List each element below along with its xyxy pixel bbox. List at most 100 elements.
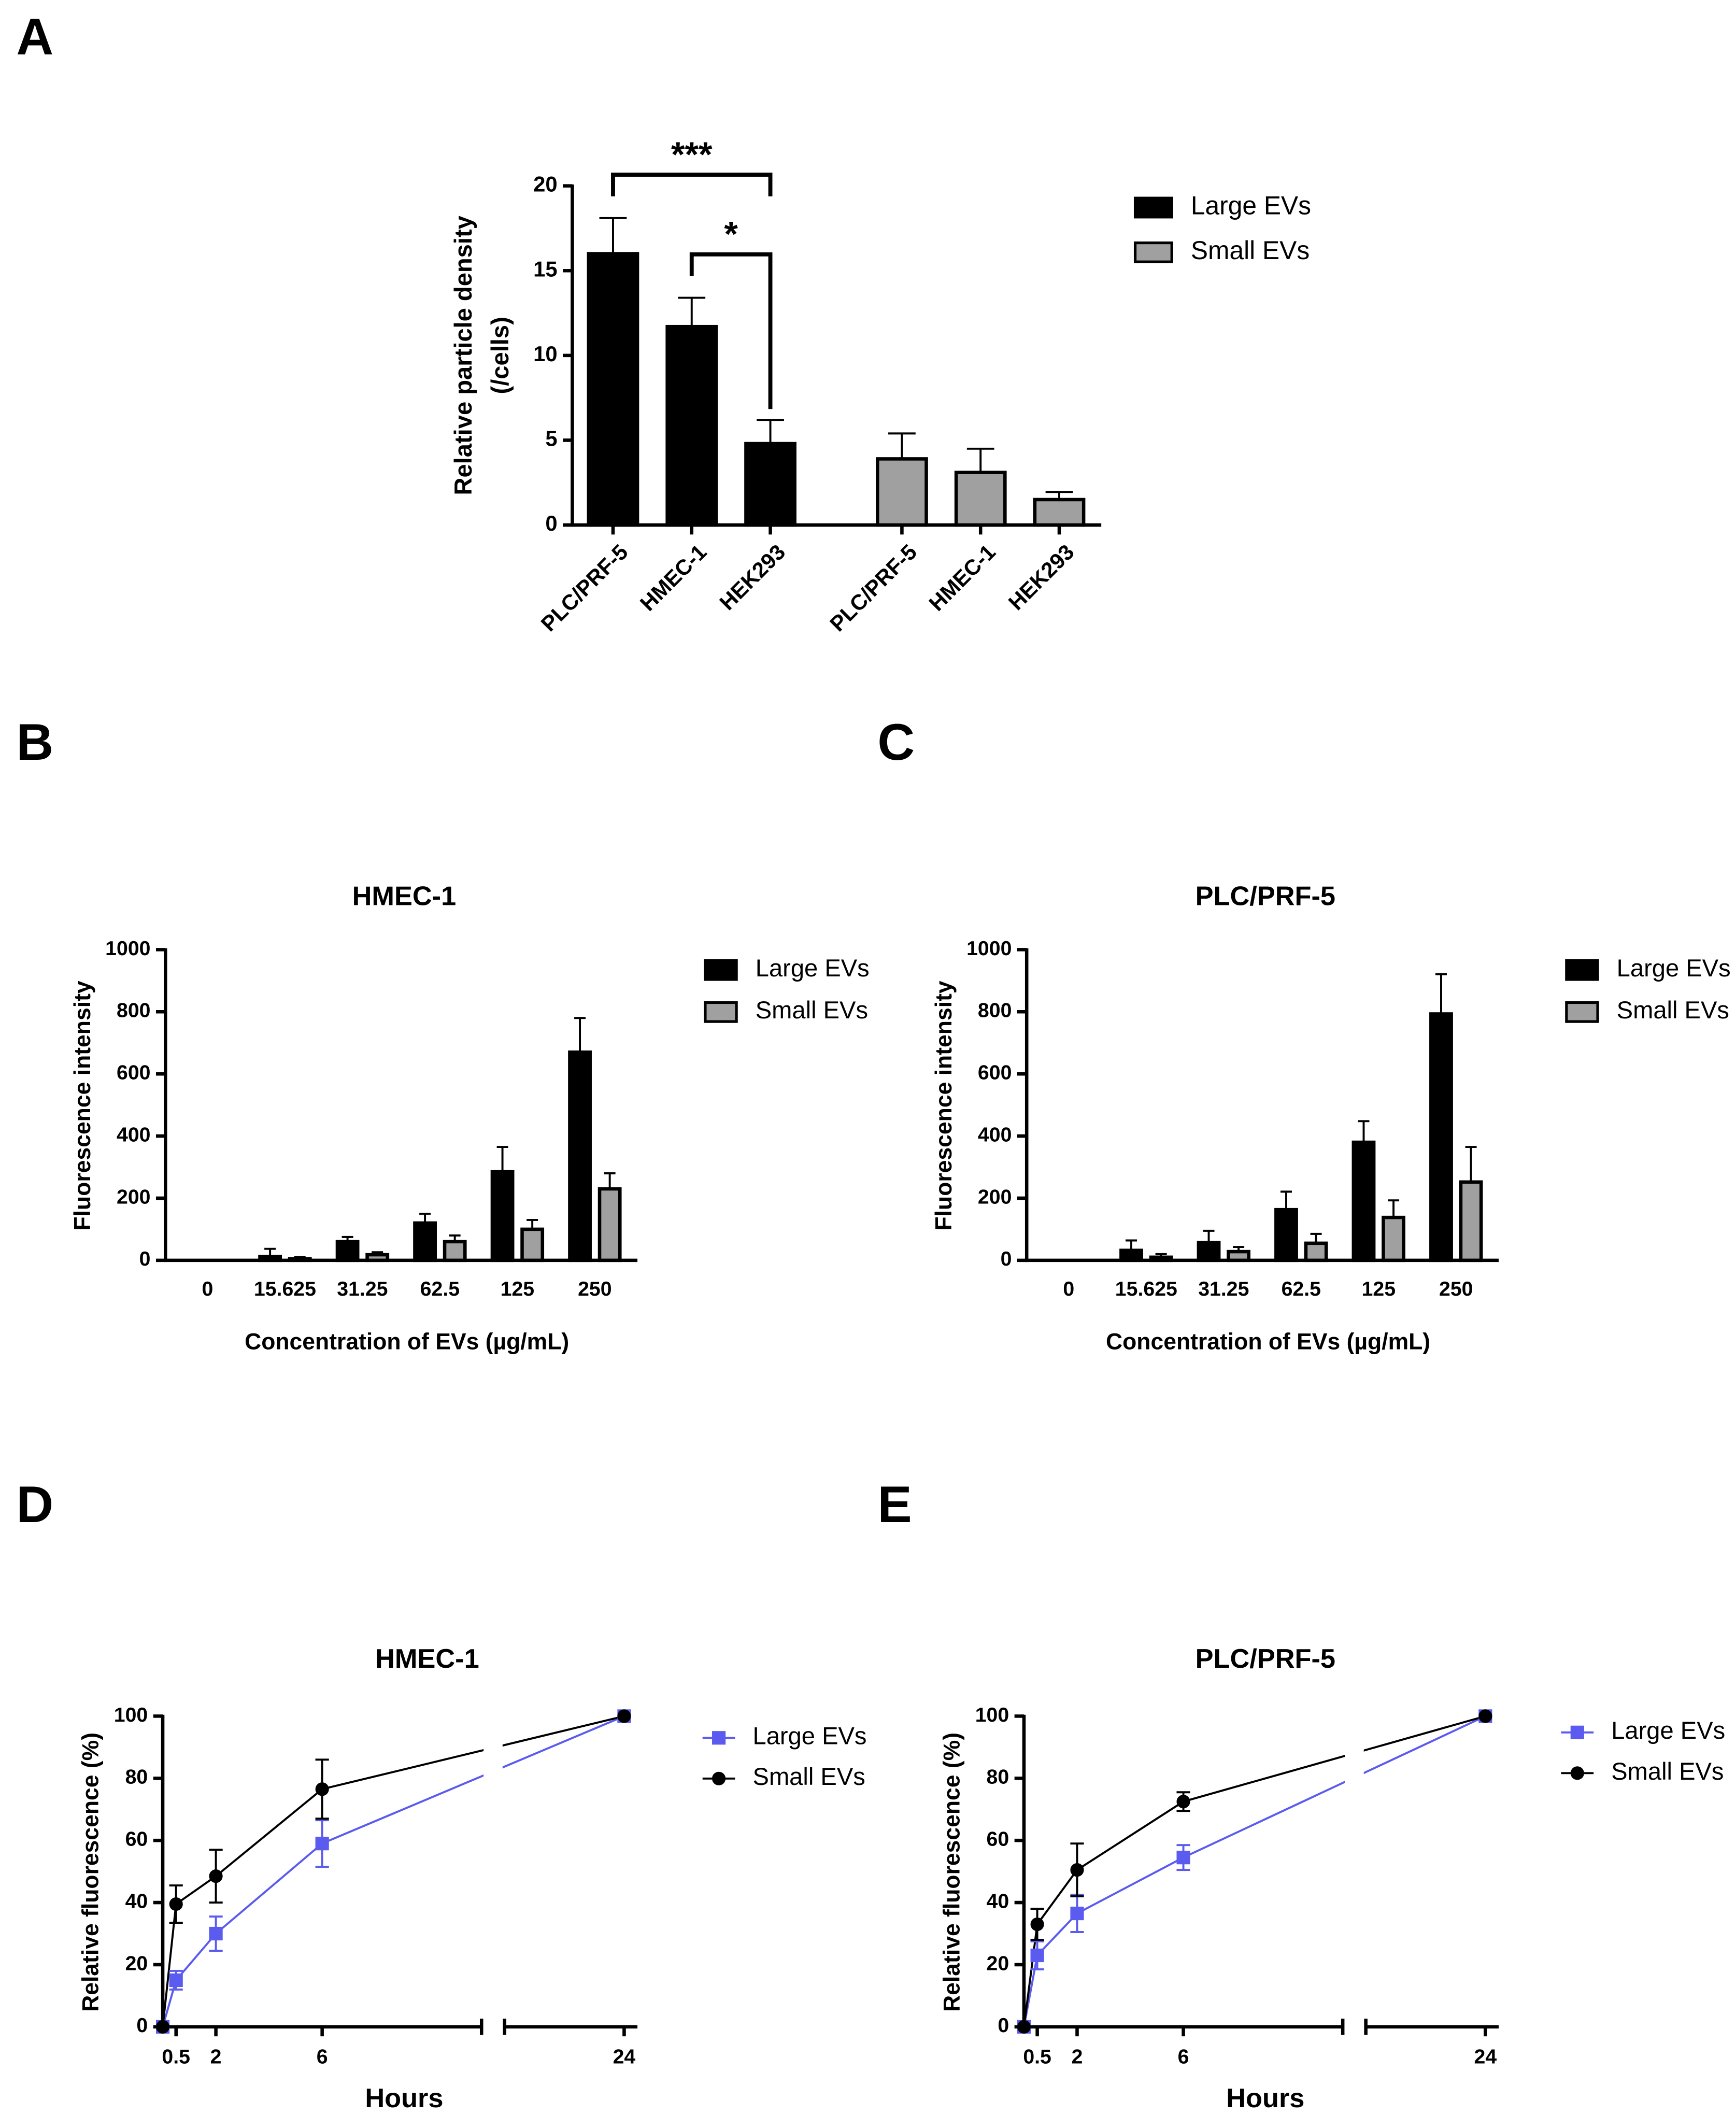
x-tick-label: 6: [317, 2045, 328, 2068]
significance-bracket: [611, 173, 773, 196]
panel-label: C: [877, 714, 915, 771]
marker: [1478, 1709, 1492, 1723]
y-tick-label: 400: [117, 1123, 150, 1146]
y-tick-label: 1000: [966, 937, 1012, 960]
y-tick-label: 40: [125, 1890, 148, 1912]
legend-label: Small EVs: [1617, 996, 1729, 1024]
y-tick-label: 100: [975, 1704, 1009, 1726]
y-tick-label: 200: [117, 1185, 150, 1208]
legend-swatch: [704, 959, 738, 981]
panel-label: B: [16, 714, 53, 771]
series-line: [162, 1715, 625, 2027]
y-tick-label: 20: [533, 172, 558, 196]
x-tick-label: HEK293: [715, 540, 790, 615]
bar: [258, 1255, 282, 1262]
bar: [1459, 1180, 1483, 1262]
x-tick-label: 15.625: [254, 1277, 316, 1300]
x-tick-label: HMEC-1: [635, 540, 712, 616]
axis-break-gap: [483, 1702, 503, 2022]
bar: [335, 1240, 360, 1262]
panel-label: E: [877, 1476, 912, 1534]
marker: [155, 2020, 170, 2034]
series-line: [162, 1715, 624, 2027]
x-axis-label: Hours: [1226, 2083, 1304, 2113]
marker: [617, 1709, 631, 1723]
legend-label: Large EVs: [753, 1722, 867, 1750]
y-tick-label: 20: [125, 1952, 148, 1975]
marker: [169, 1897, 183, 1911]
legend-label: Large EVs: [1611, 1716, 1725, 1744]
bar: [1351, 1140, 1376, 1262]
y-tick-label: 80: [125, 1766, 148, 1788]
chart-title: HMEC-1: [352, 882, 457, 912]
y-tick-label: 1000: [105, 937, 150, 960]
legend-swatch: [1565, 1001, 1599, 1023]
marker: [1176, 1851, 1190, 1865]
x-tick-label: 15.625: [1115, 1277, 1177, 1300]
marker: [1176, 1795, 1190, 1809]
y-tick-label: 0: [1001, 1247, 1012, 1270]
x-axis-label: Hours: [365, 2083, 443, 2113]
x-tick-label: 0.5: [1023, 2045, 1051, 2068]
y-tick-label: 800: [978, 999, 1012, 1022]
y-axis-label: (/cells): [486, 317, 514, 394]
marker: [1017, 2020, 1031, 2034]
x-tick-label: HMEC-1: [924, 540, 1000, 616]
x-axis-label: Concentration of EVs (µg/mL): [1106, 1329, 1430, 1354]
marker: [1070, 1906, 1084, 1921]
significance-label: ***: [671, 135, 713, 174]
y-tick-label: 60: [125, 1828, 148, 1851]
y-tick-label: 0: [136, 2014, 148, 2037]
marker: [1030, 1948, 1044, 1963]
bar: [1033, 498, 1086, 527]
y-tick-label: 600: [978, 1061, 1012, 1084]
bar: [876, 457, 928, 527]
y-tick-label: 100: [114, 1704, 148, 1726]
x-tick-label: 0.5: [162, 2045, 190, 2068]
y-tick-label: 10: [533, 342, 558, 366]
legend-label: Large EVs: [756, 954, 870, 982]
y-tick-label: 20: [987, 1952, 1009, 1975]
legend-label: Large EVs: [1617, 954, 1731, 982]
legend-marker: [712, 1771, 726, 1785]
legend-marker: [712, 1731, 726, 1745]
marker: [209, 1926, 223, 1941]
x-tick-label: HEK293: [1004, 540, 1079, 615]
legend-swatch: [1133, 196, 1173, 219]
x-tick-label: 62.5: [420, 1277, 460, 1300]
marker: [315, 1837, 329, 1851]
y-axis-label: Fluorescence intensity: [931, 981, 957, 1230]
x-tick-label: 62.5: [1282, 1277, 1321, 1300]
series-line: [1023, 1715, 1486, 2027]
chart-title: PLC/PRF-5: [1196, 1644, 1335, 1674]
significance-bracket: [689, 252, 773, 409]
x-tick-label: 2: [210, 2045, 222, 2068]
y-tick-label: 80: [987, 1766, 1009, 1788]
chart-title: PLC/PRF-5: [1196, 882, 1335, 912]
bar: [1304, 1241, 1328, 1262]
bar: [1429, 1012, 1453, 1262]
legend-label: Large EVs: [1191, 191, 1311, 220]
y-tick-label: 800: [117, 999, 150, 1022]
panel-label: D: [16, 1476, 53, 1534]
bar: [568, 1050, 592, 1262]
legend-swatch: [704, 1001, 738, 1023]
significance-label: *: [724, 215, 738, 254]
marker: [1070, 1863, 1084, 1877]
chart-title: HMEC-1: [375, 1644, 479, 1674]
legend-swatch: [1565, 959, 1599, 981]
y-tick-label: 0: [139, 1247, 151, 1270]
y-tick-label: 40: [987, 1890, 1009, 1912]
y-tick-label: 5: [545, 427, 557, 451]
y-tick-label: 0: [998, 2014, 1009, 2037]
y-tick-label: 200: [978, 1185, 1012, 1208]
bar: [1382, 1215, 1405, 1262]
legend-marker: [1570, 1725, 1584, 1739]
y-tick-label: 600: [117, 1061, 150, 1084]
y-axis-label: Relative fluorescence (%): [78, 1733, 104, 2012]
bar: [413, 1221, 437, 1262]
x-tick-label: 0: [1063, 1277, 1074, 1300]
x-tick-label: 24: [613, 2045, 636, 2068]
marker: [1030, 1917, 1044, 1932]
marker: [315, 1782, 329, 1796]
